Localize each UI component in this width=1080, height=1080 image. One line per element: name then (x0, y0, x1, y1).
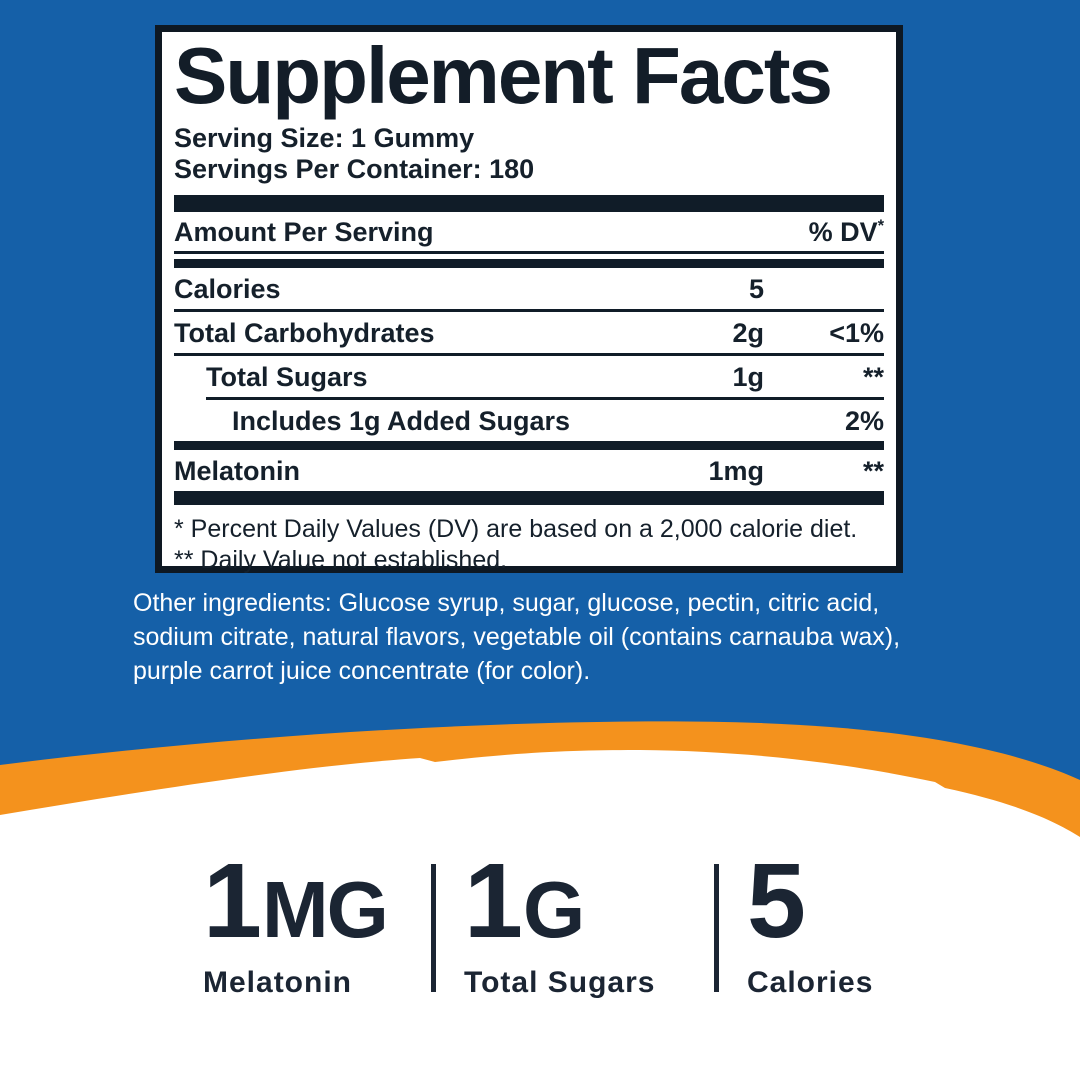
row-amount: 1mg (708, 455, 764, 486)
panel-title: Supplement Facts (174, 31, 833, 120)
calories-amount: 5 (747, 842, 877, 960)
row-dv: 2% (844, 405, 884, 436)
divider-bar-header (174, 258, 884, 268)
percent-dv-header: % DV* (808, 216, 884, 247)
other-ingredients: Other ingredients: Glucose syrup, sugar,… (133, 586, 1053, 688)
row-separator (174, 308, 884, 312)
total-sugars-amount: 1 G (464, 842, 686, 960)
calories-label: Calories (747, 966, 874, 999)
other-ingredients-line: sodium citrate, natural flavors, vegetab… (133, 623, 901, 651)
melatonin-label: Melatonin (203, 966, 352, 999)
row-name: Total Sugars (206, 361, 368, 392)
row-amount: 1g (732, 361, 764, 392)
row-name: Melatonin (174, 455, 300, 486)
row-dv: ** (862, 361, 884, 392)
row-name: Calories (174, 273, 281, 304)
table-row-total-sugars: Total Sugars 1g ** (174, 356, 884, 397)
divider-bar-top (174, 194, 884, 212)
row-separator-indented (206, 396, 884, 400)
stat-divider (714, 864, 719, 992)
amount-per-serving-header: Amount Per Serving (174, 216, 434, 247)
stat-divider (431, 864, 436, 992)
dv-asterisk: * (877, 216, 884, 235)
table-row-melatonin: Melatonin 1mg ** (174, 450, 884, 491)
row-name: Includes 1g Added Sugars (232, 405, 571, 436)
other-ingredients-line: purple carrot juice concentrate (for col… (133, 657, 591, 685)
highlights-bar: 1 MG Melatonin 1 G Total Sugars 5 Calori… (0, 842, 1080, 1000)
table-row-calories: Calories 5 (174, 268, 884, 309)
other-ingredients-line: Other ingredients: Glucose syrup, sugar,… (133, 589, 880, 617)
row-separator (174, 352, 884, 356)
table-header-row: Amount Per Serving % DV* (174, 212, 884, 254)
serving-size: Serving Size: 1 Gummy (174, 122, 475, 153)
total-sugars-label: Total Sugars (464, 966, 656, 999)
row-amount: 2g (732, 317, 764, 348)
row-amount: 5 (748, 273, 764, 304)
divider-bar-bottom (174, 490, 884, 505)
supplement-facts-panel: Supplement Facts Serving Size: 1 Gummy S… (155, 25, 903, 574)
highlight-total-sugars: 1 G Total Sugars (464, 842, 686, 1000)
row-dv: <1% (829, 317, 884, 348)
footnote-percent-dv: * Percent Daily Values (DV) are based on… (174, 514, 858, 543)
melatonin-unit: MG (261, 865, 389, 954)
footnote-dv-not-established: ** Daily Value not established. (174, 546, 508, 575)
footnotes: * Percent Daily Values (DV) are based on… (174, 514, 884, 577)
divider-bar-mid (174, 440, 884, 450)
wave-white-area (0, 750, 1080, 1080)
row-name: Total Carbohydrates (174, 317, 435, 348)
total-sugars-unit: G (522, 865, 585, 954)
row-dv: ** (862, 455, 884, 486)
wave-graphic (0, 721, 1080, 1080)
calories-value: 5 (747, 842, 806, 960)
total-sugars-value: 1 (464, 842, 523, 960)
highlight-melatonin: 1 MG Melatonin (203, 842, 403, 1000)
highlight-calories: 5 Calories (747, 842, 877, 1000)
melatonin-amount: 1 MG (203, 842, 403, 960)
servings-per-container: Servings Per Container: 180 (174, 154, 535, 185)
melatonin-value: 1 (203, 842, 262, 960)
table-row-added-sugars: Includes 1g Added Sugars 2% (174, 400, 884, 441)
table-row-total-carbohydrates: Total Carbohydrates 2g <1% (174, 312, 884, 353)
